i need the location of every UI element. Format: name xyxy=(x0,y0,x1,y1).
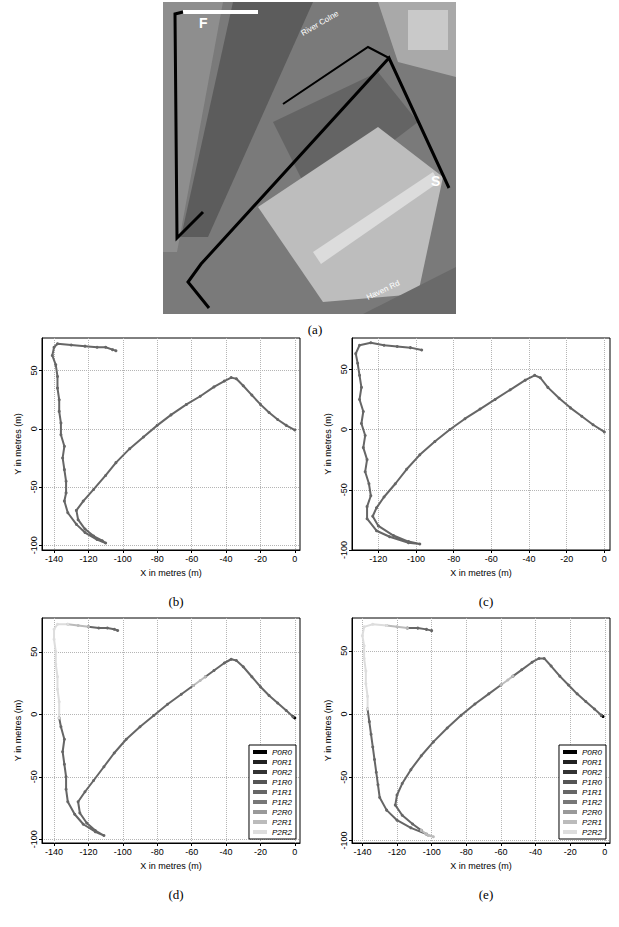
svg-text:50: 50 xyxy=(339,646,349,656)
svg-text:0: 0 xyxy=(29,426,39,431)
svg-text:0: 0 xyxy=(602,554,607,564)
svg-text:-100: -100 xyxy=(29,830,39,848)
svg-text:-40: -40 xyxy=(529,847,542,857)
svg-text:-140: -140 xyxy=(45,554,63,564)
svg-text:0: 0 xyxy=(292,554,297,564)
svg-text:-60: -60 xyxy=(185,554,198,564)
svg-text:50: 50 xyxy=(29,647,39,657)
svg-text:-60: -60 xyxy=(494,847,507,857)
svg-text:-100: -100 xyxy=(339,541,349,559)
svg-text:(e): (e) xyxy=(479,887,493,902)
svg-text:50: 50 xyxy=(29,366,39,376)
svg-text:-100: -100 xyxy=(29,536,39,554)
svg-text:-120: -120 xyxy=(388,847,406,857)
svg-text:P0R2: P0R2 xyxy=(582,768,603,777)
svg-text:-40: -40 xyxy=(220,847,233,857)
svg-text:-50: -50 xyxy=(339,483,349,496)
svg-text:River Colne: River Colne xyxy=(300,9,341,38)
svg-text:-20: -20 xyxy=(254,847,267,857)
svg-text:-140: -140 xyxy=(353,847,371,857)
svg-text:P0R1: P0R1 xyxy=(272,758,292,767)
svg-text:50: 50 xyxy=(339,364,349,374)
svg-text:P1R0: P1R0 xyxy=(272,778,293,787)
svg-text:-120: -120 xyxy=(79,847,97,857)
svg-text:-120: -120 xyxy=(369,554,387,564)
svg-text:(b): (b) xyxy=(168,594,183,609)
svg-text:Y in metres (m): Y in metres (m) xyxy=(13,413,23,474)
svg-text:-100: -100 xyxy=(423,847,441,857)
svg-text:-60: -60 xyxy=(185,847,198,857)
svg-text:Haven Rd: Haven Rd xyxy=(365,279,401,302)
svg-text:0: 0 xyxy=(29,712,39,717)
svg-text:-80: -80 xyxy=(151,847,164,857)
svg-text:-100: -100 xyxy=(114,554,132,564)
svg-text:Y in metres (m): Y in metres (m) xyxy=(13,700,23,761)
svg-text:-80: -80 xyxy=(151,554,164,564)
svg-text:P1R2: P1R2 xyxy=(272,798,293,807)
svg-text:P0R1: P0R1 xyxy=(582,758,602,767)
svg-text:F: F xyxy=(199,15,208,31)
svg-text:S: S xyxy=(431,173,440,189)
svg-text:0: 0 xyxy=(292,847,297,857)
svg-text:-80: -80 xyxy=(447,554,460,564)
svg-text:P1R0: P1R0 xyxy=(582,778,603,787)
svg-text:-50: -50 xyxy=(29,481,39,494)
svg-text:-40: -40 xyxy=(523,554,536,564)
svg-text:P0R0: P0R0 xyxy=(272,748,293,757)
svg-text:(a): (a) xyxy=(308,322,322,337)
svg-text:P0R2: P0R2 xyxy=(272,768,293,777)
svg-text:Y in metres (m): Y in metres (m) xyxy=(323,700,333,761)
svg-text:-100: -100 xyxy=(407,554,425,564)
svg-text:P2R0: P2R0 xyxy=(582,808,603,817)
svg-text:P2R2: P2R2 xyxy=(582,828,603,837)
svg-text:X in metres (m): X in metres (m) xyxy=(140,861,202,871)
svg-text:-120: -120 xyxy=(79,554,97,564)
svg-text:-60: -60 xyxy=(485,554,498,564)
svg-text:-100: -100 xyxy=(114,847,132,857)
svg-text:P2R2: P2R2 xyxy=(272,828,293,837)
svg-text:P2R1: P2R1 xyxy=(272,818,292,827)
svg-text:-20: -20 xyxy=(564,847,577,857)
svg-text:X in metres (m): X in metres (m) xyxy=(140,568,202,578)
svg-text:X in metres (m): X in metres (m) xyxy=(450,568,512,578)
svg-text:P1R1: P1R1 xyxy=(272,788,292,797)
svg-text:-20: -20 xyxy=(560,554,573,564)
svg-text:Y in metres (m): Y in metres (m) xyxy=(323,413,333,474)
svg-text:P1R2: P1R2 xyxy=(582,798,603,807)
svg-text:P0R0: P0R0 xyxy=(582,748,603,757)
svg-text:-100: -100 xyxy=(339,831,349,849)
svg-text:P1R1: P1R1 xyxy=(582,788,602,797)
svg-text:P2R0: P2R0 xyxy=(272,808,293,817)
svg-text:-20: -20 xyxy=(254,554,267,564)
svg-text:0: 0 xyxy=(602,847,607,857)
svg-text:-50: -50 xyxy=(29,770,39,783)
svg-text:P2R1: P2R1 xyxy=(582,818,602,827)
svg-text:(d): (d) xyxy=(168,887,183,902)
svg-text:-40: -40 xyxy=(220,554,233,564)
svg-text:0: 0 xyxy=(339,427,349,432)
svg-text:0: 0 xyxy=(339,712,349,717)
svg-text:X in metres (m): X in metres (m) xyxy=(450,861,512,871)
svg-text:-50: -50 xyxy=(339,771,349,784)
svg-text:-80: -80 xyxy=(460,847,473,857)
svg-text:(c): (c) xyxy=(479,594,493,609)
svg-text:-140: -140 xyxy=(45,847,63,857)
